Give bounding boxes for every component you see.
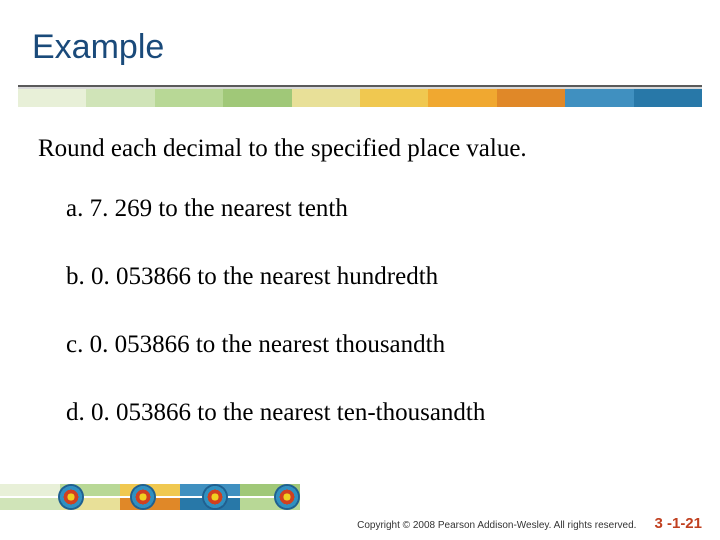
target-icon bbox=[202, 484, 228, 510]
page-number: 3 -1-21 bbox=[654, 515, 702, 532]
target-icons bbox=[58, 484, 300, 510]
intro-text: Round each decimal to the specified plac… bbox=[38, 135, 682, 163]
list-item: c. 0. 053866 to the nearest thousandth bbox=[38, 331, 682, 359]
target-icon bbox=[58, 484, 84, 510]
decor-strip bbox=[18, 89, 702, 107]
footer-text: Copyright © 2008 Pearson Addison-Wesley.… bbox=[357, 515, 702, 532]
target-icon bbox=[130, 484, 156, 510]
target-icon bbox=[274, 484, 300, 510]
list-item: a. 7. 269 to the nearest tenth bbox=[38, 195, 682, 223]
title-underline bbox=[18, 85, 702, 87]
list-item: b. 0. 053866 to the nearest hundredth bbox=[38, 263, 682, 291]
copyright: Copyright © 2008 Pearson Addison-Wesley.… bbox=[357, 520, 636, 531]
content-area: Round each decimal to the specified plac… bbox=[0, 107, 720, 427]
slide-title: Example bbox=[0, 0, 720, 85]
list-item: d. 0. 053866 to the nearest ten-thousand… bbox=[38, 399, 682, 427]
